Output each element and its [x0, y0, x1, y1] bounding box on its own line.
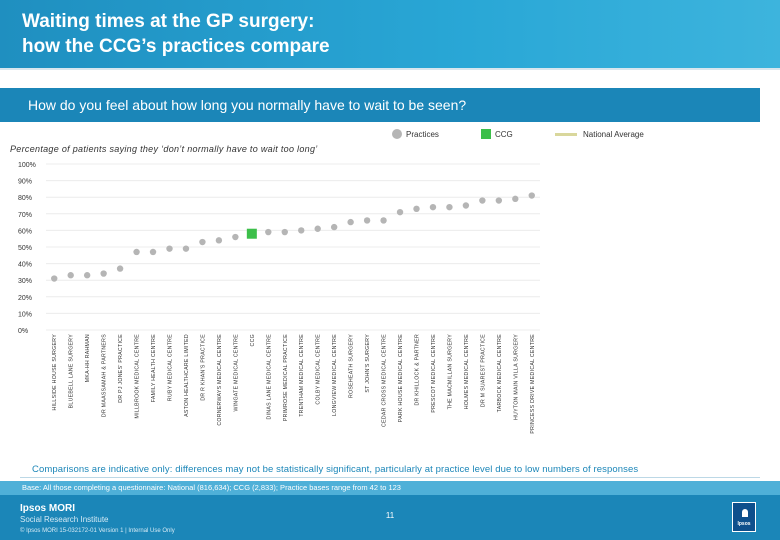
- footer: Ipsos MORI Social Research Institute © I…: [0, 495, 780, 540]
- practice-point: [298, 227, 305, 234]
- practice-point: [528, 192, 535, 199]
- practice-point: [67, 272, 74, 279]
- practice-point: [413, 205, 420, 213]
- practice-point: [495, 197, 503, 204]
- practice-dot-icon: [392, 129, 402, 139]
- practice-point: [281, 228, 288, 236]
- practice-point: [100, 270, 107, 277]
- x-category-label: PARK HOUSE MEDICAL CENTRE: [398, 334, 404, 422]
- practice-point: [133, 248, 140, 256]
- practice-point: [166, 245, 173, 252]
- y-tick-label: 90%: [18, 179, 32, 186]
- national-line-icon: [555, 133, 577, 136]
- x-category-label: CCG: [250, 334, 256, 346]
- x-category-label: DR PJ JONES' PRACTICE: [118, 334, 124, 403]
- practice-point: [149, 248, 157, 256]
- y-tick-label: 60%: [18, 228, 32, 235]
- page-title: Waiting times at the GP surgery: how the…: [22, 11, 330, 57]
- y-tick-label: 0%: [18, 328, 28, 335]
- practice-point: [116, 265, 124, 272]
- x-category-label: DR KHILLOCK & PARTNER: [415, 334, 421, 406]
- ccg-point: [246, 228, 257, 239]
- practice-point: [215, 237, 223, 244]
- footer-brand-sub: Social Research Institute: [20, 515, 109, 524]
- y-tick-label: 30%: [18, 278, 32, 285]
- y-tick-label: 10%: [18, 311, 32, 318]
- x-category-label: FAMILY HEALTH CENTRE: [151, 334, 157, 402]
- x-category-label: MKA-HH RAHMAN: [85, 334, 91, 382]
- ipsos-logo-icon: Ipsos: [732, 502, 756, 532]
- x-category-label: ST JOHN'S SURGERY: [365, 334, 371, 393]
- y-tick-label: 70%: [18, 212, 32, 219]
- scatter-chart: 100% 90% 80% 70% 60% 50% 40% 30% 20% 10% 0% HILLSID…: [18, 162, 540, 434]
- practice-point: [83, 272, 91, 279]
- x-category-label: BLUEBELL LANE SURGERY: [69, 334, 75, 409]
- x-category-label: LONGVIEW MEDICAL CENTRE: [332, 334, 338, 416]
- header-divider: [0, 68, 780, 70]
- x-category-label: COLBY MEDICAL CENTRE: [316, 334, 322, 405]
- logo-text: Ipsos: [737, 521, 751, 527]
- x-category-label: DR M SUAREST PRACTICE: [480, 334, 486, 407]
- x-category-label: WINGATE MEDICAL CENTRE: [233, 334, 239, 412]
- practice-point: [363, 217, 371, 224]
- page-number: 11: [385, 511, 395, 520]
- chart-subtitle: Percentage of patients saying they ‘don’…: [10, 144, 318, 154]
- comparison-footnote: Comparisons are indicative only: differe…: [32, 464, 639, 475]
- practice-point: [446, 203, 453, 211]
- x-category-label: ROSEHEATH SURGERY: [349, 334, 355, 398]
- x-category-label: RUBY MEDICAL CENTRE: [168, 334, 174, 401]
- footnote-divider: [20, 477, 760, 478]
- base-note: Base: All those completing a questionnai…: [0, 481, 780, 495]
- y-tick-label: 80%: [18, 195, 32, 202]
- x-category-label: TRENTHAM MEDICAL CENTRE: [299, 334, 305, 417]
- practice-point: [479, 197, 486, 204]
- x-category-label: CEDAR CROSS MEDICAL CENTRE: [382, 334, 388, 427]
- x-category-label: DINAS LANE MEDICAL CENTRE: [266, 334, 272, 420]
- x-category-label: PRIMROSE MEDICAL PRACTICE: [283, 334, 289, 421]
- x-category-label: HILLSIDE HOUSE SURGERY: [52, 334, 58, 411]
- y-tick-label: 50%: [18, 245, 32, 252]
- x-category-label: HUYTON MAIN VILLA SURGERY: [513, 334, 519, 420]
- y-tick-label: 20%: [18, 295, 32, 302]
- logo-mark: [742, 509, 748, 517]
- x-category-label: CORNERWAYS MEDICAL CENTRE: [217, 334, 223, 426]
- practice-point: [314, 225, 321, 232]
- x-category-label: MILLBROOK MEDICAL CENTRE: [135, 334, 141, 419]
- question-banner: How do you feel about how long you norma…: [0, 88, 760, 122]
- x-category-label: PRINCESS DRIVE MEDICAL CENTRE: [530, 334, 536, 434]
- y-tick-label: 40%: [18, 262, 32, 269]
- practice-point: [462, 202, 470, 209]
- practice-point: [182, 245, 190, 252]
- practice-point: [232, 233, 239, 241]
- x-category-label: HOLMES MEDICAL CENTRE: [464, 334, 470, 410]
- practice-point: [429, 203, 437, 211]
- legend-practices-label: Practices: [406, 130, 439, 139]
- footer-copyright: © Ipsos MORI 15-032172-01 Version 1 | In…: [20, 528, 175, 534]
- legend-ccg-label: CCG: [495, 130, 513, 139]
- practice-point: [51, 275, 58, 282]
- practice-point: [347, 218, 354, 226]
- legend-national-label: National Average: [583, 130, 644, 139]
- practice-point: [512, 195, 519, 203]
- x-category-label: DR R KHAN'S PRACTICE: [200, 334, 206, 401]
- ccg-square-icon: [481, 129, 491, 139]
- x-category-label: ASTON HEALTHCARE LIMITED: [184, 334, 190, 417]
- x-category-label: DR MAASSAMAH & PARTNERS: [102, 334, 108, 417]
- practice-point: [396, 208, 404, 216]
- header-banner: Waiting times at the GP surgery: how the…: [0, 0, 780, 68]
- x-category-label: TARBOCK MEDICAL CENTRE: [497, 334, 503, 413]
- x-category-label: PRESCOT MEDICAL CENTRE: [431, 334, 437, 413]
- footer-brand: Ipsos MORI: [20, 503, 76, 514]
- practice-point: [199, 238, 206, 246]
- practice-point: [265, 228, 272, 236]
- x-category-label: THE MACMILLAN SURGERY: [447, 334, 453, 410]
- practice-point: [380, 217, 387, 224]
- y-tick-label: 100%: [18, 162, 36, 169]
- practice-point: [330, 223, 338, 231]
